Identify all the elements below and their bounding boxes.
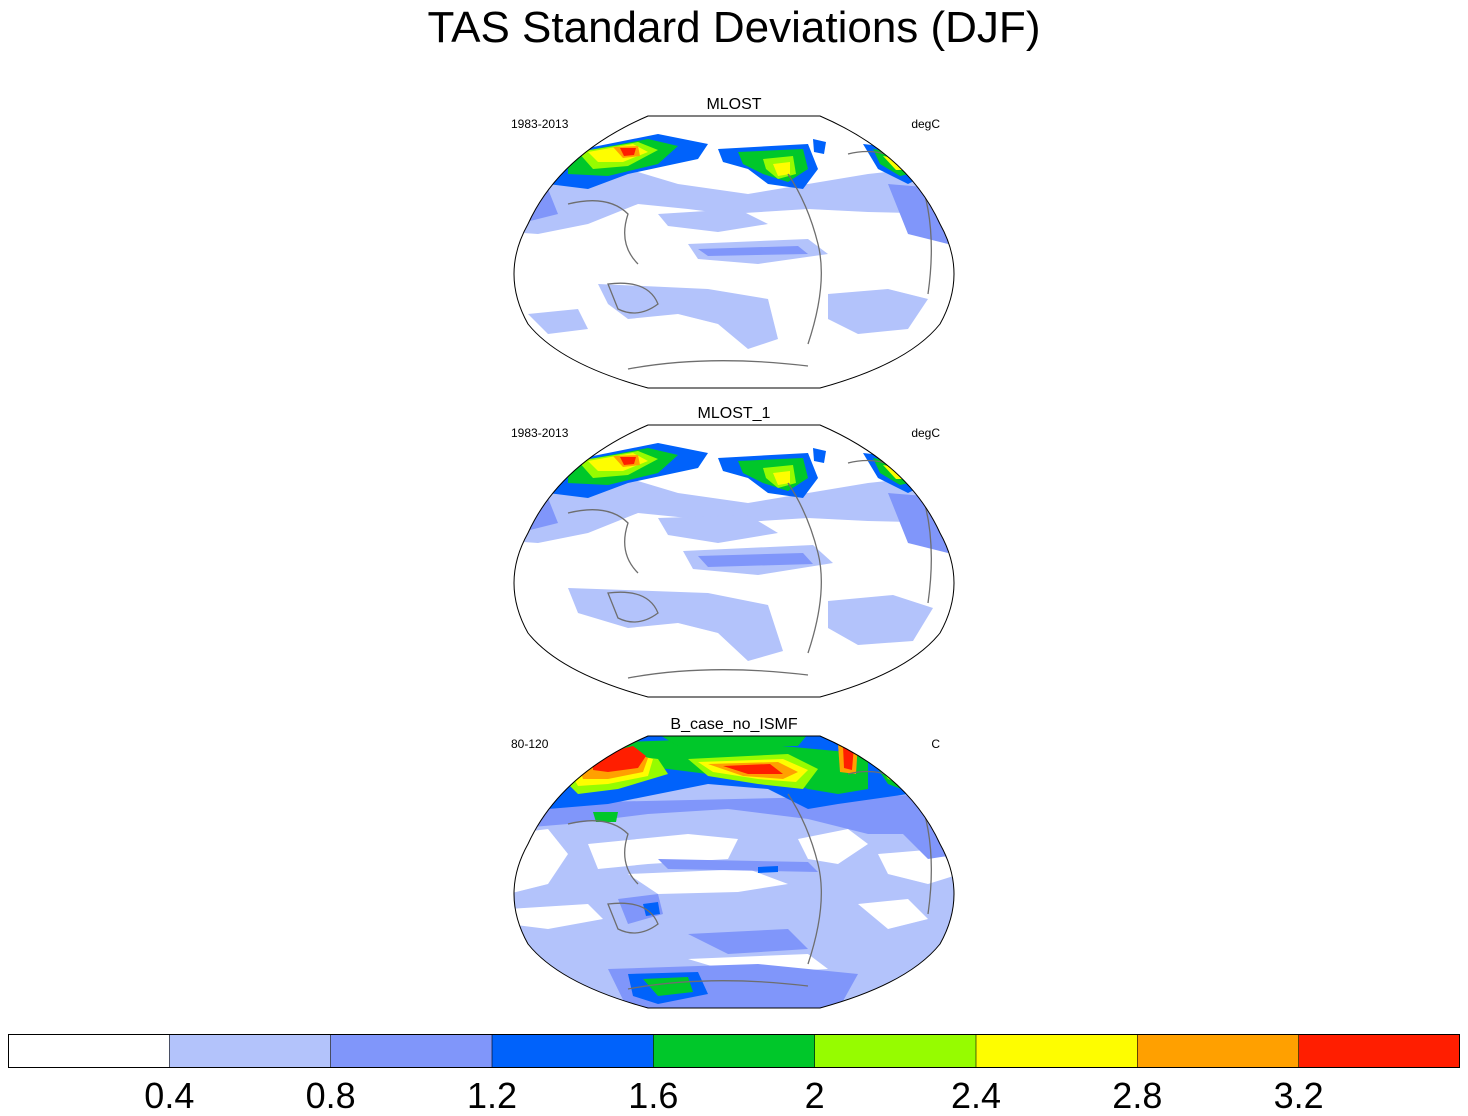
panel-period: 1983-2013 bbox=[511, 117, 569, 131]
map-panel-mlost-1: MLOST_1 bbox=[508, 405, 960, 699]
colorbar-box bbox=[814, 1034, 976, 1068]
map-plot bbox=[513, 115, 955, 389]
panel-title: B_case_no_ISMF bbox=[670, 716, 798, 733]
colorbar-tick-label: 1.6 bbox=[628, 1075, 679, 1116]
colorbar-box bbox=[1137, 1034, 1299, 1068]
colorbar-box bbox=[169, 1034, 331, 1068]
colorbar-tick-label: 0.4 bbox=[144, 1075, 195, 1116]
panel-period: 80-120 bbox=[511, 737, 549, 751]
colorbar-box bbox=[976, 1034, 1138, 1068]
panel-units: C bbox=[931, 737, 940, 751]
panel-title: MLOST_1 bbox=[697, 405, 771, 422]
colorbar-tick-label: 1.2 bbox=[466, 1075, 518, 1116]
panel-units: degC bbox=[911, 426, 940, 440]
map-plot bbox=[513, 735, 955, 1009]
colorbar-box bbox=[492, 1034, 654, 1068]
colorbar-tick-label: 2 bbox=[804, 1075, 825, 1116]
colorbar-box bbox=[8, 1034, 170, 1068]
colorbar-tick-label: 2.4 bbox=[950, 1075, 1002, 1116]
map-panel-mlost: MLOST bbox=[508, 96, 960, 390]
figure-title: TAS Standard Deviations (DJF) bbox=[427, 3, 1041, 52]
panel-title: MLOST bbox=[706, 96, 762, 113]
map-panel-b-case-no-ismf: B_case_no_ISMF bbox=[508, 716, 960, 1010]
panel-period: 1983-2013 bbox=[511, 426, 569, 440]
colorbar bbox=[8, 1034, 1460, 1068]
colorbar-box bbox=[1298, 1034, 1460, 1068]
colorbar-box bbox=[330, 1034, 492, 1068]
colorbar-tick-label: 2.8 bbox=[1112, 1075, 1163, 1116]
colorbar-tick-label: 3.2 bbox=[1273, 1075, 1324, 1116]
panel-units: degC bbox=[911, 117, 940, 131]
colorbar-tick-label: 0.8 bbox=[305, 1075, 356, 1116]
map-plot bbox=[513, 424, 955, 698]
colorbar-box bbox=[653, 1034, 815, 1068]
